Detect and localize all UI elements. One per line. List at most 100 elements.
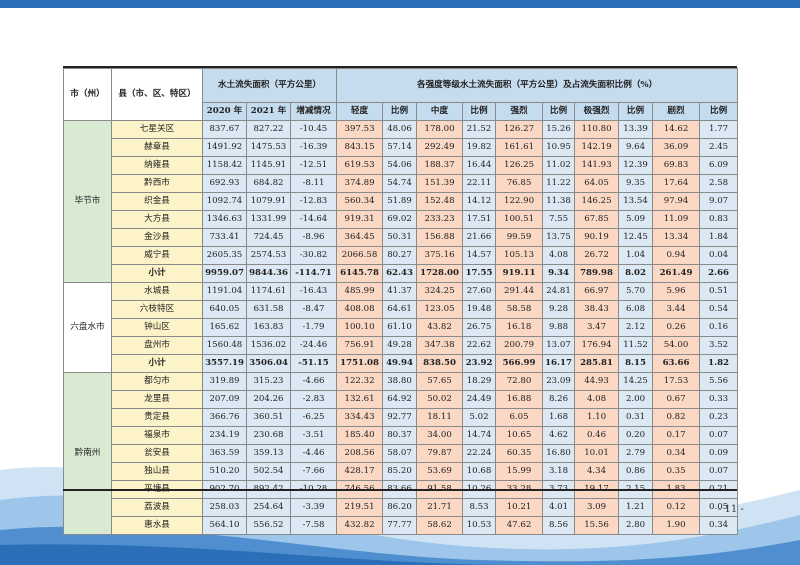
data-cell: 36.09 [652,138,701,157]
data-cell: 15.56 [574,516,620,535]
data-cell: 556.52 [246,516,291,535]
data-cell: 219.51 [336,498,384,517]
data-cell: 142.19 [574,138,620,157]
data-cell: 374.89 [336,174,384,193]
data-cell: 19.48 [462,300,497,319]
data-cell: 2.80 [618,516,654,535]
data-cell: 100.10 [336,318,384,337]
header-row-1: 市（州） 县（市、区、特区） 水土流失面积（平方公里） 各强度等级水土流失面积（… [63,68,739,121]
data-cell: 58.07 [382,444,418,463]
data-cell: 2.45 [699,138,739,157]
data-cell: 61.10 [382,318,418,337]
data-cell: 17.64 [652,174,701,193]
data-cell: 7.55 [542,210,576,229]
data-cell: 0.82 [652,408,701,427]
data-cell: 1331.99 [246,210,291,229]
data-cell: 756.91 [336,336,384,355]
data-cell: 13.54 [618,192,654,211]
data-cell: 0.07 [699,426,739,445]
data-cell: 21.66 [462,228,497,247]
data-cell: 2.58 [699,174,739,193]
header-2020: 2020 年 [202,102,247,121]
city-cell: 毕节市 [63,120,112,283]
county-name: 七星关区 [111,120,203,139]
table-row: 织金县 1092.74 1079.91 -12.83 560.34 51.89 152.48… [64,192,739,211]
data-cell: 1158.42 [202,156,247,175]
data-cell: 14.57 [462,246,497,265]
county-name: 钟山区 [111,318,203,337]
data-cell: 66.97 [574,282,620,301]
data-cell: 152.48 [416,192,464,211]
data-cell: 126.27 [495,120,544,139]
data-cell: 10.95 [542,138,576,157]
data-cell: 5.70 [618,282,654,301]
data-cell: 789.98 [574,264,620,283]
data-cell: 432.82 [336,516,384,535]
table-body: 毕节市 七星关区 837.67 827.22 -10.45 397.53 48.06 178.… [63,120,739,535]
data-cell: 5.56 [699,372,739,391]
data-cell: 0.94 [652,246,701,265]
data-cell: 0.46 [574,426,620,445]
data-cell: 334.43 [336,408,384,427]
data-cell: 21.52 [462,120,497,139]
data-cell: 16.88 [495,390,544,409]
header-strong: 强烈 [495,102,544,121]
data-cell: 0.35 [652,462,701,481]
data-cell: 122.32 [336,372,384,391]
city-cell: 六盘水市 [63,282,112,373]
data-cell: -7.66 [289,462,338,481]
header-area-group: 水土流失面积（平方公里） [201,68,338,103]
data-cell: 178.00 [416,120,464,139]
data-cell: 146.25 [574,192,620,211]
data-cell: 50.02 [416,390,464,409]
data-cell: 110.80 [574,120,620,139]
data-cell: 79.87 [416,444,464,463]
data-cell: 72.80 [495,372,544,391]
data-cell: 22.24 [462,444,497,463]
table-row: 赫章县 1491.92 1475.53 -16.39 843.15 57.14 292.49… [64,138,739,157]
data-cell: 122.90 [495,192,544,211]
data-cell: 16.17 [542,354,576,373]
data-cell: 126.25 [495,156,544,175]
data-cell: 22.11 [462,174,497,193]
data-cell: 0.04 [699,246,739,265]
data-cell: 233.23 [416,210,464,229]
subtotal-row: 小计 9959.07 9844.36 -114.71 6145.78 62.43 1728.… [64,264,739,283]
data-cell: 3.44 [652,300,701,319]
table-row: 金沙县 733.41 724.45 -8.96 364.45 50.31 156.88 21.… [64,228,739,247]
data-cell: 254.64 [246,498,291,517]
data-cell: 1560.48 [202,336,247,355]
data-cell: 19.82 [462,138,497,157]
header-moderate: 中度 [416,102,464,121]
data-cell: 64.05 [574,174,620,193]
data-cell: 14.12 [462,192,497,211]
data-cell: 291.44 [495,282,544,301]
data-cell: 0.23 [699,408,739,427]
data-cell: 3.18 [542,462,576,481]
data-cell: 15.26 [542,120,576,139]
data-cell: -10.45 [289,120,338,139]
table-row: 福泉市 234.19 230.68 -3.51 185.40 80.37 34.00 14.7… [64,426,739,445]
data-cell: 51.89 [382,192,418,211]
data-cell: 408.08 [336,300,384,319]
data-cell: 0.34 [652,444,701,463]
data-cell: 204.26 [246,390,291,409]
county-name: 惠水县 [111,516,203,535]
data-table-container: 市（州） 县（市、区、特区） 水土流失面积（平方公里） 各强度等级水土流失面积（… [63,68,739,535]
data-cell: 0.86 [618,462,654,481]
data-cell: 510.20 [202,462,247,481]
county-name: 赫章县 [111,138,203,157]
data-cell: 319.89 [202,372,247,391]
data-cell: -2.83 [289,390,338,409]
data-cell: 176.94 [574,336,620,355]
data-cell: 684.82 [246,174,291,193]
data-cell: 151.39 [416,174,464,193]
header-ratio: 比例 [462,102,497,121]
data-cell: 4.34 [574,462,620,481]
data-cell: 4.08 [542,246,576,265]
data-cell: 566.99 [495,354,544,373]
data-cell: 64.61 [382,300,418,319]
data-cell: 47.62 [495,516,544,535]
data-cell: 54.06 [382,156,418,175]
data-cell: 23.09 [542,372,576,391]
